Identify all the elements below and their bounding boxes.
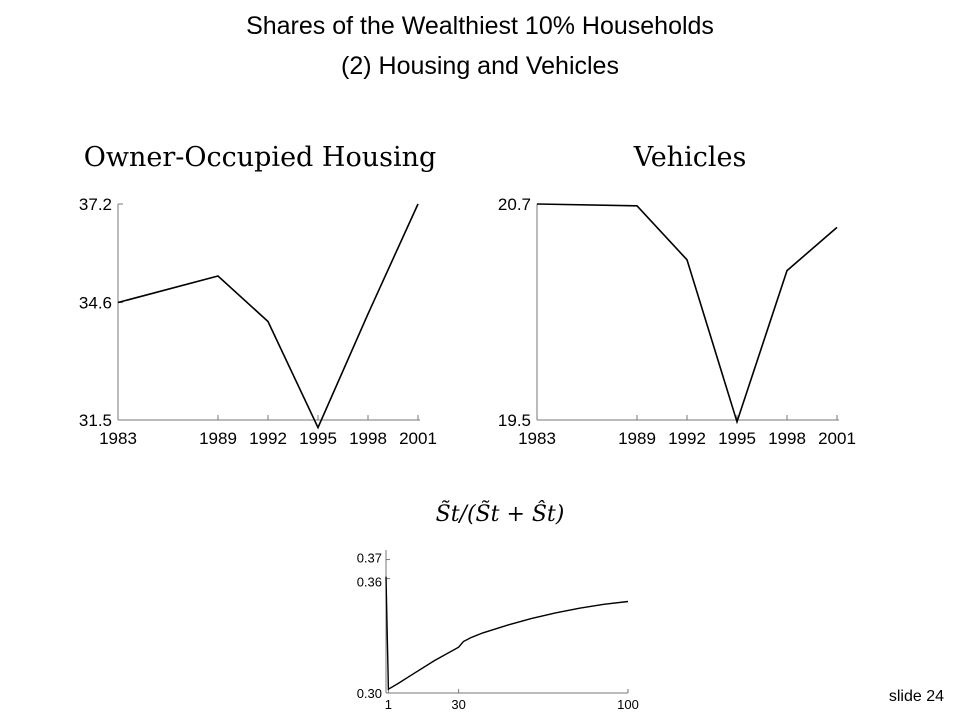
housing-x-tick-label: 1995 xyxy=(299,429,337,448)
vehicles-x-tick-label: 1998 xyxy=(768,429,806,448)
housing-x-tick-label: 1998 xyxy=(349,429,387,448)
ratio-y-tick-label: 0.37 xyxy=(357,551,382,566)
housing-chart-title: Owner-Occupied Housing xyxy=(83,142,437,173)
ratio-y-tick-label: 0.30 xyxy=(357,686,382,701)
slide-title-line1: Shares of the Wealthiest 10% Households xyxy=(246,12,714,40)
housing-series-line xyxy=(117,203,419,430)
vehicles-x-tick-label: 1983 xyxy=(518,429,556,448)
ratio-series-line xyxy=(385,576,629,691)
housing-y-tick-label: 31.5 xyxy=(79,411,112,430)
housing-y-tick-label: 34.6 xyxy=(79,294,112,313)
vehicles-x-tick-label: 1995 xyxy=(718,429,756,448)
vehicles-x-tick-label: 1992 xyxy=(668,429,706,448)
vehicles-series-line xyxy=(536,203,838,425)
ratio-chart-title: S̃t/(S̃t + Ŝt) xyxy=(435,502,565,527)
slide-title-line2: (2) Housing and Vehicles xyxy=(341,52,619,80)
vehicles-chart-title: Vehicles xyxy=(633,142,747,173)
housing-x-tick-label: 2001 xyxy=(399,429,437,448)
ratio-x-tick-label: 1 xyxy=(385,697,392,712)
housing-x-tick-label: 1989 xyxy=(199,429,237,448)
housing-x-tick-label: 1983 xyxy=(99,429,137,448)
housing-x-tick-label: 1992 xyxy=(249,429,287,448)
housing-y-tick-label: 37.2 xyxy=(79,195,112,214)
ratio-x-tick-label: 100 xyxy=(617,697,639,712)
vehicles-y-tick-label: 20.7 xyxy=(498,195,531,214)
vehicles-x-tick-label: 2001 xyxy=(818,429,856,448)
ratio-x-tick-label: 30 xyxy=(451,697,465,712)
vehicles-x-tick-label: 1989 xyxy=(618,429,656,448)
ratio-y-tick-label: 0.36 xyxy=(357,575,382,590)
vehicles-y-tick-label: 19.5 xyxy=(498,411,531,430)
slide-number: slide 24 xyxy=(888,688,944,705)
